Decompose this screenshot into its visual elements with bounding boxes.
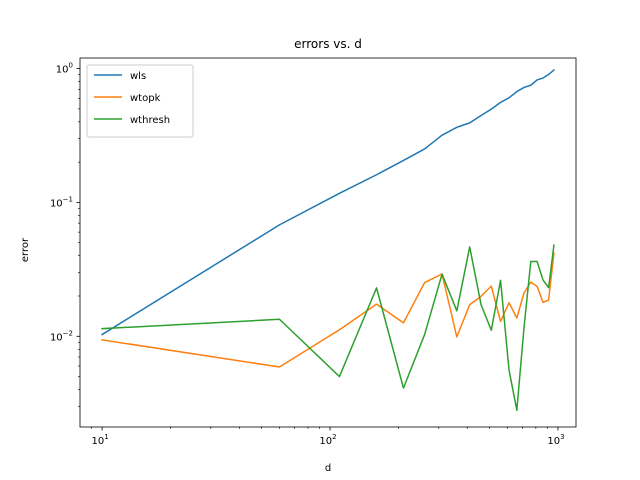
series-line-wls [101, 69, 555, 336]
legend-label-wthresh: wthresh [130, 115, 170, 126]
y-tick-label: 10−1 [50, 195, 73, 209]
series-group [101, 69, 555, 412]
y-tick-label: 10−2 [50, 329, 73, 343]
axes-group: 101 102 103 10−2 10−1 100 [50, 57, 577, 447]
x-axis-label: d [325, 463, 331, 474]
y-axis-label: error [20, 237, 31, 262]
axes-frame [79, 57, 577, 428]
series-line-wthresh [101, 244, 555, 412]
legend: wls wtopk wthresh [86, 64, 194, 138]
x-tick-label: 103 [547, 433, 564, 447]
y-tick-label: 100 [56, 62, 73, 76]
legend-label-wls: wls [130, 71, 146, 82]
x-tick-label: 101 [91, 433, 108, 447]
legend-label-wtopk: wtopk [130, 93, 161, 104]
x-tick-label: 102 [319, 433, 336, 447]
chart-title: errors vs. d [294, 37, 362, 51]
